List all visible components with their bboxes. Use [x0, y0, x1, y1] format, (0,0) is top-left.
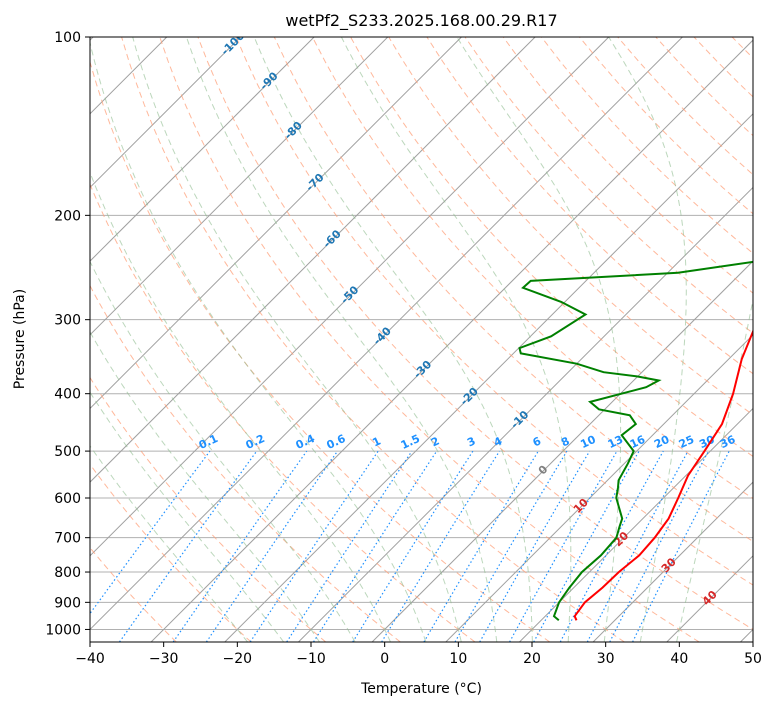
x-tick-label: 10	[449, 651, 467, 667]
y-tick-label: 200	[54, 208, 81, 224]
y-tick-label: 400	[54, 387, 81, 403]
moist-adiabat	[186, 37, 498, 642]
x-tick-label: −20	[223, 651, 253, 667]
mixing-ratio-line	[312, 450, 438, 642]
mixing-ratio-line	[90, 450, 211, 615]
mixing-ratio-label: 13	[606, 433, 625, 451]
dry-adiabat	[90, 376, 327, 642]
moist-adiabats	[90, 37, 753, 642]
isotherm-line	[519, 407, 753, 642]
dewpoint-line	[518, 260, 753, 622]
mixing-ratio-label: 30	[697, 433, 717, 451]
y-tick-label: 900	[54, 595, 81, 611]
moist-adiabat	[90, 330, 320, 642]
x-tick-label: 40	[670, 651, 688, 667]
y-tick-label: 300	[54, 313, 81, 329]
isotherm-line	[90, 37, 683, 631]
isotherm-line	[150, 39, 753, 642]
dry-adiabat	[197, 37, 753, 630]
mixing-ratio-label: 20	[652, 433, 672, 451]
plot-frame	[89, 36, 754, 643]
mixing-ratio-line	[533, 450, 640, 642]
x-tick-label: 0	[380, 651, 389, 667]
y-tick-label: 600	[54, 491, 81, 507]
isotherm-line	[90, 37, 610, 557]
mixing-ratio-line	[119, 450, 258, 642]
y-axis-ticks: 100 200 300 400 500 600 700 800 900 1000	[45, 30, 90, 638]
y-tick-label: 800	[54, 565, 81, 581]
isotherm-line	[90, 37, 536, 483]
y-tick-label: 1000	[45, 622, 81, 638]
isotherms	[90, 37, 753, 642]
isotherm-line	[90, 37, 462, 410]
dry-adiabat	[90, 463, 252, 642]
x-tick-label: 20	[523, 651, 541, 667]
y-tick-label: 100	[54, 30, 81, 46]
moist-adiabat	[340, 37, 572, 642]
mixing-ratio-line	[381, 450, 501, 642]
x-tick-label: −10	[296, 651, 326, 667]
plot-area: -100-90-80-70-60-50-40-30-20-10010203040…	[90, 37, 753, 642]
moist-adiabat	[90, 391, 285, 642]
chart-title: wetPf2_S233.2025.168.00.29.R17	[285, 11, 557, 31]
moist-adiabat	[608, 37, 687, 642]
dry-adiabat	[90, 60, 551, 642]
mixing-ratio-line	[509, 450, 618, 642]
dry-adiabat	[121, 37, 625, 642]
mixing-ratio-label: 25	[677, 433, 696, 451]
y-tick-label: 500	[54, 444, 81, 460]
moist-adiabat	[456, 37, 622, 642]
x-tick-label: 50	[744, 651, 762, 667]
x-tick-label: 30	[597, 651, 615, 667]
dry-adiabat	[502, 37, 753, 294]
dry-adiabat	[235, 37, 753, 586]
mixing-ratio-label: 36	[718, 433, 738, 451]
moist-adiabat	[676, 296, 753, 642]
isotherm-line	[371, 260, 753, 642]
mixing-ratio-line	[172, 450, 308, 642]
temperature-line	[573, 328, 753, 621]
x-axis-label: Temperature (°C)	[360, 681, 482, 697]
isotherm-line	[90, 37, 389, 336]
x-tick-label: −40	[75, 651, 105, 667]
mixing-ratio-lines	[90, 450, 730, 642]
moist-adiabat	[90, 260, 356, 642]
dry-adiabat	[159, 37, 700, 642]
dry-adiabats	[90, 37, 753, 642]
moist-adiabat	[253, 37, 533, 642]
mixing-ratio-line	[286, 450, 413, 642]
moist-adiabat	[90, 445, 248, 642]
moist-adiabat	[132, 37, 462, 642]
mixing-ratio-line	[352, 450, 474, 642]
moist-adiabat	[90, 40, 427, 642]
mixing-ratio-line	[559, 450, 664, 642]
x-tick-label: −30	[149, 651, 179, 667]
mixing-ratio-label: 10	[578, 433, 598, 451]
x-axis-ticks: −40 −30 −20 −10 0 10 20 30 40 50	[75, 642, 762, 667]
y-axis-label: Pressure (hPa)	[12, 289, 28, 389]
isotherm-line	[445, 334, 753, 642]
isotherm-line	[90, 37, 241, 189]
mixing-ratio-line	[249, 450, 379, 642]
isotherm-line	[224, 113, 753, 642]
mixing-ratio-line	[632, 450, 730, 642]
isotherm-line	[592, 481, 753, 642]
mixing-ratio-line	[205, 450, 338, 642]
isotherm-line	[90, 37, 315, 262]
mixing-ratio-label: 16	[628, 433, 648, 451]
dry-adiabat	[311, 37, 753, 500]
dry-adiabat	[273, 37, 753, 543]
y-tick-label: 700	[54, 531, 81, 547]
